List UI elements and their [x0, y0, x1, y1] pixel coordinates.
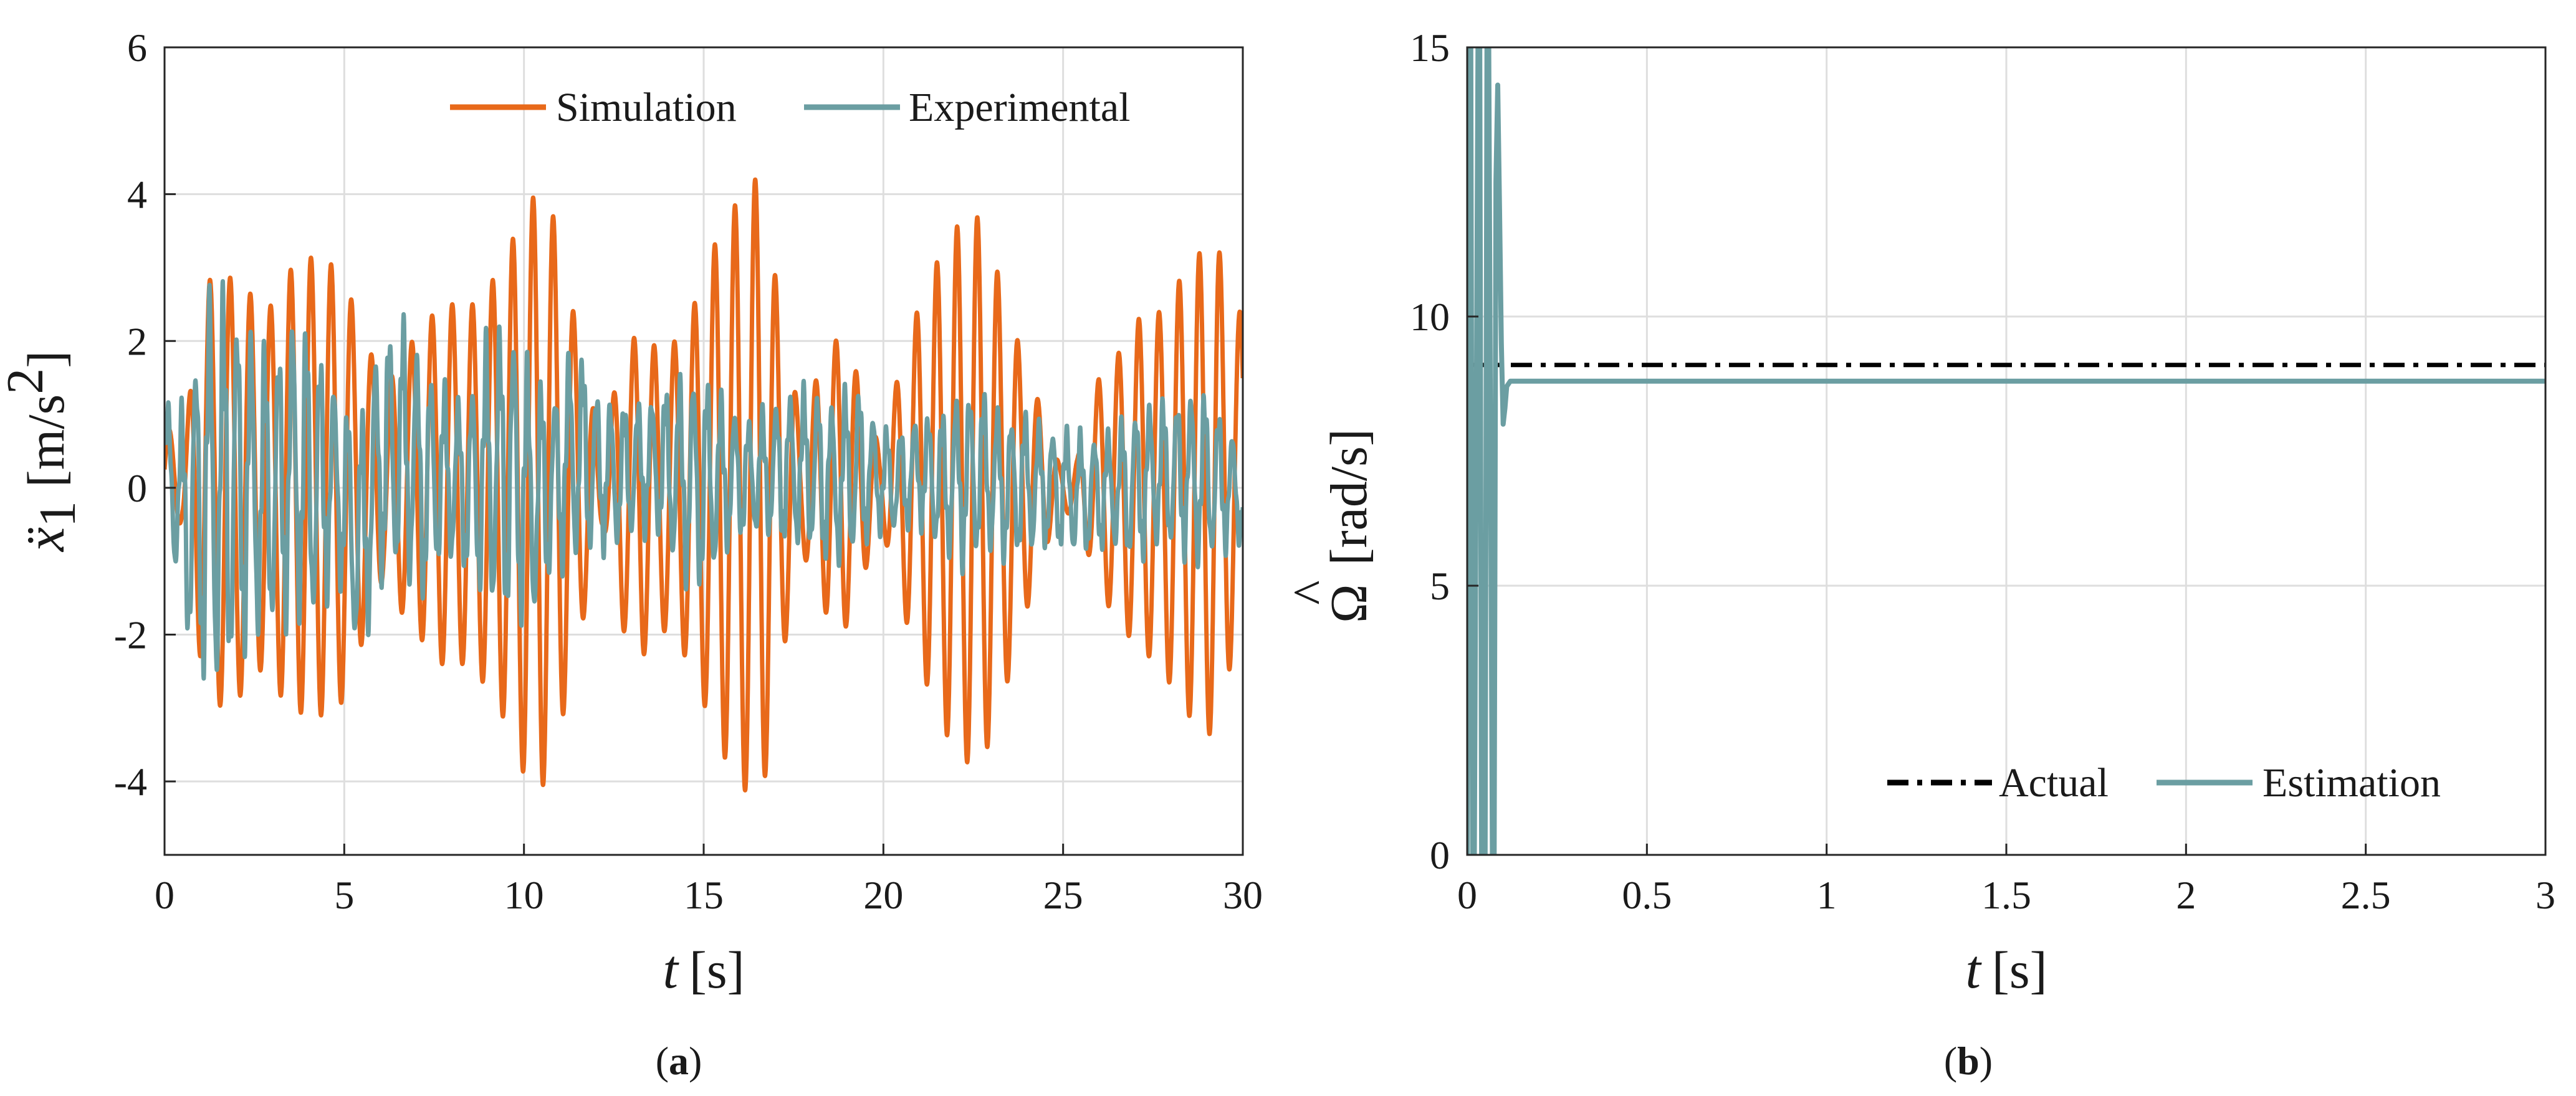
x-tick-label: 20 [863, 873, 903, 917]
y-tick-label: 6 [127, 26, 147, 70]
x-axis-label: t [s] [663, 940, 744, 1000]
legend-label-experimental: Experimental [909, 85, 1131, 130]
y-tick-label: 15 [1410, 26, 1450, 70]
x-tick-label: 1.5 [1981, 873, 2031, 917]
chart-panel-b: 0 0.5 1 1.5 2 2.5 3 0 5 10 15 Actual Estimation t… [1283, 26, 2555, 1083]
y-tick-label: 10 [1410, 295, 1450, 339]
y-tick-label: 5 [1430, 564, 1450, 608]
x-tick-label: 0 [1457, 873, 1477, 917]
y-tick-label: 0 [1430, 833, 1450, 877]
x-tick-label: 2.5 [2341, 873, 2391, 917]
legend: Actual Estimation [1887, 760, 2441, 806]
x-tick-label: 3 [2535, 873, 2555, 917]
chart-panel-a: 0 5 10 15 20 25 30 -4 -2 0 2 4 6 Simulation Experim… [0, 26, 1263, 1083]
legend-label-simulation: Simulation [556, 85, 737, 130]
caption-b: (b) [1944, 1039, 1993, 1083]
y-tick-labels: 0 5 10 15 [1410, 26, 1450, 877]
y-tick-label: 0 [127, 466, 147, 510]
legend-label-actual: Actual [1999, 760, 2109, 806]
svg-text:Ω[rad/s]: Ω[rad/s] [1320, 429, 1378, 623]
x-tick-label: 0.5 [1622, 873, 1672, 917]
legend: Simulation Experimental [450, 85, 1131, 130]
legend-label-estimation: Estimation [2262, 760, 2441, 806]
x-tick-label: 1 [1817, 873, 1837, 917]
tick-marks [1466, 46, 2547, 856]
hat-accent: ^ [1283, 580, 1341, 604]
series-line-estimation [1467, 47, 2545, 855]
x-tick-label: 15 [684, 873, 724, 917]
x-axis-label: t [s] [1965, 940, 2047, 1000]
tick-marks [163, 46, 1244, 855]
caption-a: (a) [656, 1039, 702, 1083]
x-tick-label: 5 [334, 873, 354, 917]
x-tick-label: 2 [2176, 873, 2196, 917]
x-tick-label: 25 [1043, 873, 1083, 917]
y-tick-label: -4 [114, 760, 147, 804]
x-tick-labels: 0 5 10 15 20 25 30 [155, 873, 1263, 917]
y-tick-label: 2 [127, 319, 147, 363]
x-tick-labels: 0 0.5 1 1.5 2 2.5 3 [1457, 873, 2555, 917]
series-line-experimental [165, 279, 1243, 681]
y-tick-label: 4 [127, 173, 147, 217]
y-axis-label: Ω[rad/s] ^ [1283, 429, 1378, 623]
x-tick-label: 30 [1223, 873, 1263, 917]
x-tick-label: 10 [504, 873, 544, 917]
y-axis-label: ẍ1[m/s2] [0, 351, 87, 552]
x-tick-label: 0 [155, 873, 175, 917]
series-group [1467, 47, 2545, 855]
y-tick-label: -2 [114, 613, 147, 657]
series-group [165, 177, 1243, 793]
grid-lines [1466, 46, 2547, 856]
y-tick-labels: -4 -2 0 2 4 6 [114, 26, 147, 804]
